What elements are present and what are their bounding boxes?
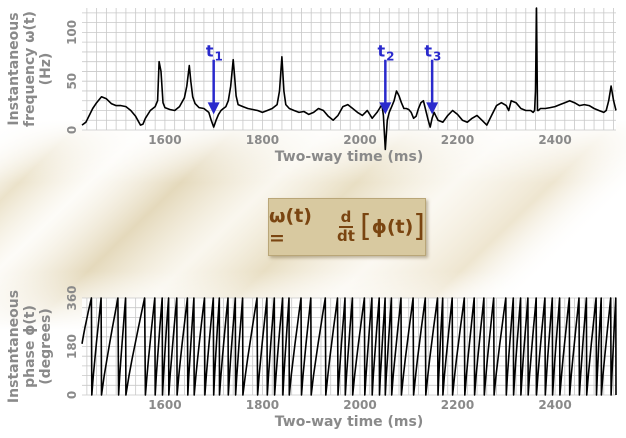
frequency-series-line: [81, 7, 617, 151]
x-axis-title: Two-way time (ms): [275, 414, 424, 430]
y-axis-title-line: (Hz): [38, 53, 54, 86]
formula-lhs: ω(t) =: [269, 205, 312, 249]
x-tick-label: 2000: [343, 398, 376, 412]
x-tick-label: 1600: [148, 398, 181, 412]
formula-fraction: d dt: [337, 209, 355, 245]
x-tick-label: 2000: [343, 133, 376, 147]
formula-argument: ϕ(t): [371, 216, 414, 238]
y-axis-title-line: Instantaneous: [6, 290, 22, 403]
x-tick-label: 2400: [538, 398, 571, 412]
marker-label: t: [206, 42, 214, 61]
formula-numerator: d: [338, 208, 354, 228]
formula-denominator: dt: [337, 227, 355, 245]
marker-arrow-head: [426, 102, 439, 115]
formula-open-bracket: [: [359, 209, 372, 244]
marker-subscript: 1: [214, 50, 222, 64]
phase-chart: 1600 1800 2000 2200 2400 0 180 360 Two-way time …: [6, 285, 617, 430]
x-axis-title: Two-way time (ms): [275, 149, 424, 165]
y-tick-label: 0: [65, 126, 79, 134]
frequency-chart: 1600 1800 2000 2200 2400 0 50 100 Two-way time (…: [6, 7, 617, 165]
marker-subscript: 3: [433, 50, 441, 64]
marker-subscript: 2: [386, 50, 394, 64]
marker-arrow-head: [207, 102, 220, 115]
derivative-formula: ω(t) = d dt [ ϕ(t) ]: [268, 198, 426, 256]
y-axis-title-line: Instantaneous: [6, 12, 22, 125]
marker-arrow-head: [379, 102, 392, 115]
y-tick-label: 0: [65, 391, 79, 399]
x-tick-label: 1800: [246, 398, 279, 412]
phase-series-line: [81, 297, 617, 396]
x-tick-label: 2200: [441, 398, 474, 412]
x-tick-label: 2200: [441, 133, 474, 147]
x-tick-label: 2400: [538, 133, 571, 147]
y-tick-label: 360: [65, 285, 79, 310]
y-axis-title-line: frequency ω(t): [22, 11, 38, 127]
y-tick-label: 50: [65, 73, 79, 90]
marker-label: t: [378, 42, 386, 61]
x-tick-label: 1800: [246, 133, 279, 147]
y-axis-title-line: (degrees): [38, 308, 54, 385]
x-tick-label: 1600: [148, 133, 181, 147]
formula-close-bracket: ]: [413, 209, 425, 244]
y-axis-title-line: phase ϕ(t): [22, 305, 38, 388]
y-tick-label: 100: [65, 20, 79, 45]
y-tick-label: 180: [65, 334, 79, 359]
marker-label: t: [424, 42, 432, 61]
